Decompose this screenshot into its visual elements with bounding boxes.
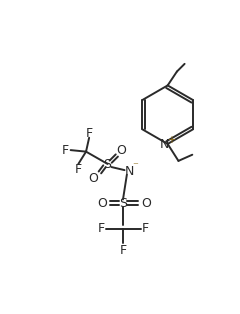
Text: F: F [120, 244, 126, 257]
Text: F: F [142, 222, 149, 235]
Text: ⁻: ⁻ [132, 161, 138, 171]
Text: F: F [75, 163, 82, 176]
Text: O: O [141, 197, 151, 210]
Text: O: O [97, 197, 107, 210]
Text: O: O [117, 144, 126, 157]
Text: F: F [62, 143, 69, 157]
Text: F: F [85, 127, 93, 140]
Text: N: N [125, 165, 134, 178]
Text: N: N [160, 138, 169, 151]
Text: S: S [104, 158, 112, 171]
Text: S: S [119, 197, 127, 210]
Text: +: + [167, 135, 175, 145]
Text: F: F [98, 222, 105, 235]
Text: O: O [88, 172, 98, 185]
